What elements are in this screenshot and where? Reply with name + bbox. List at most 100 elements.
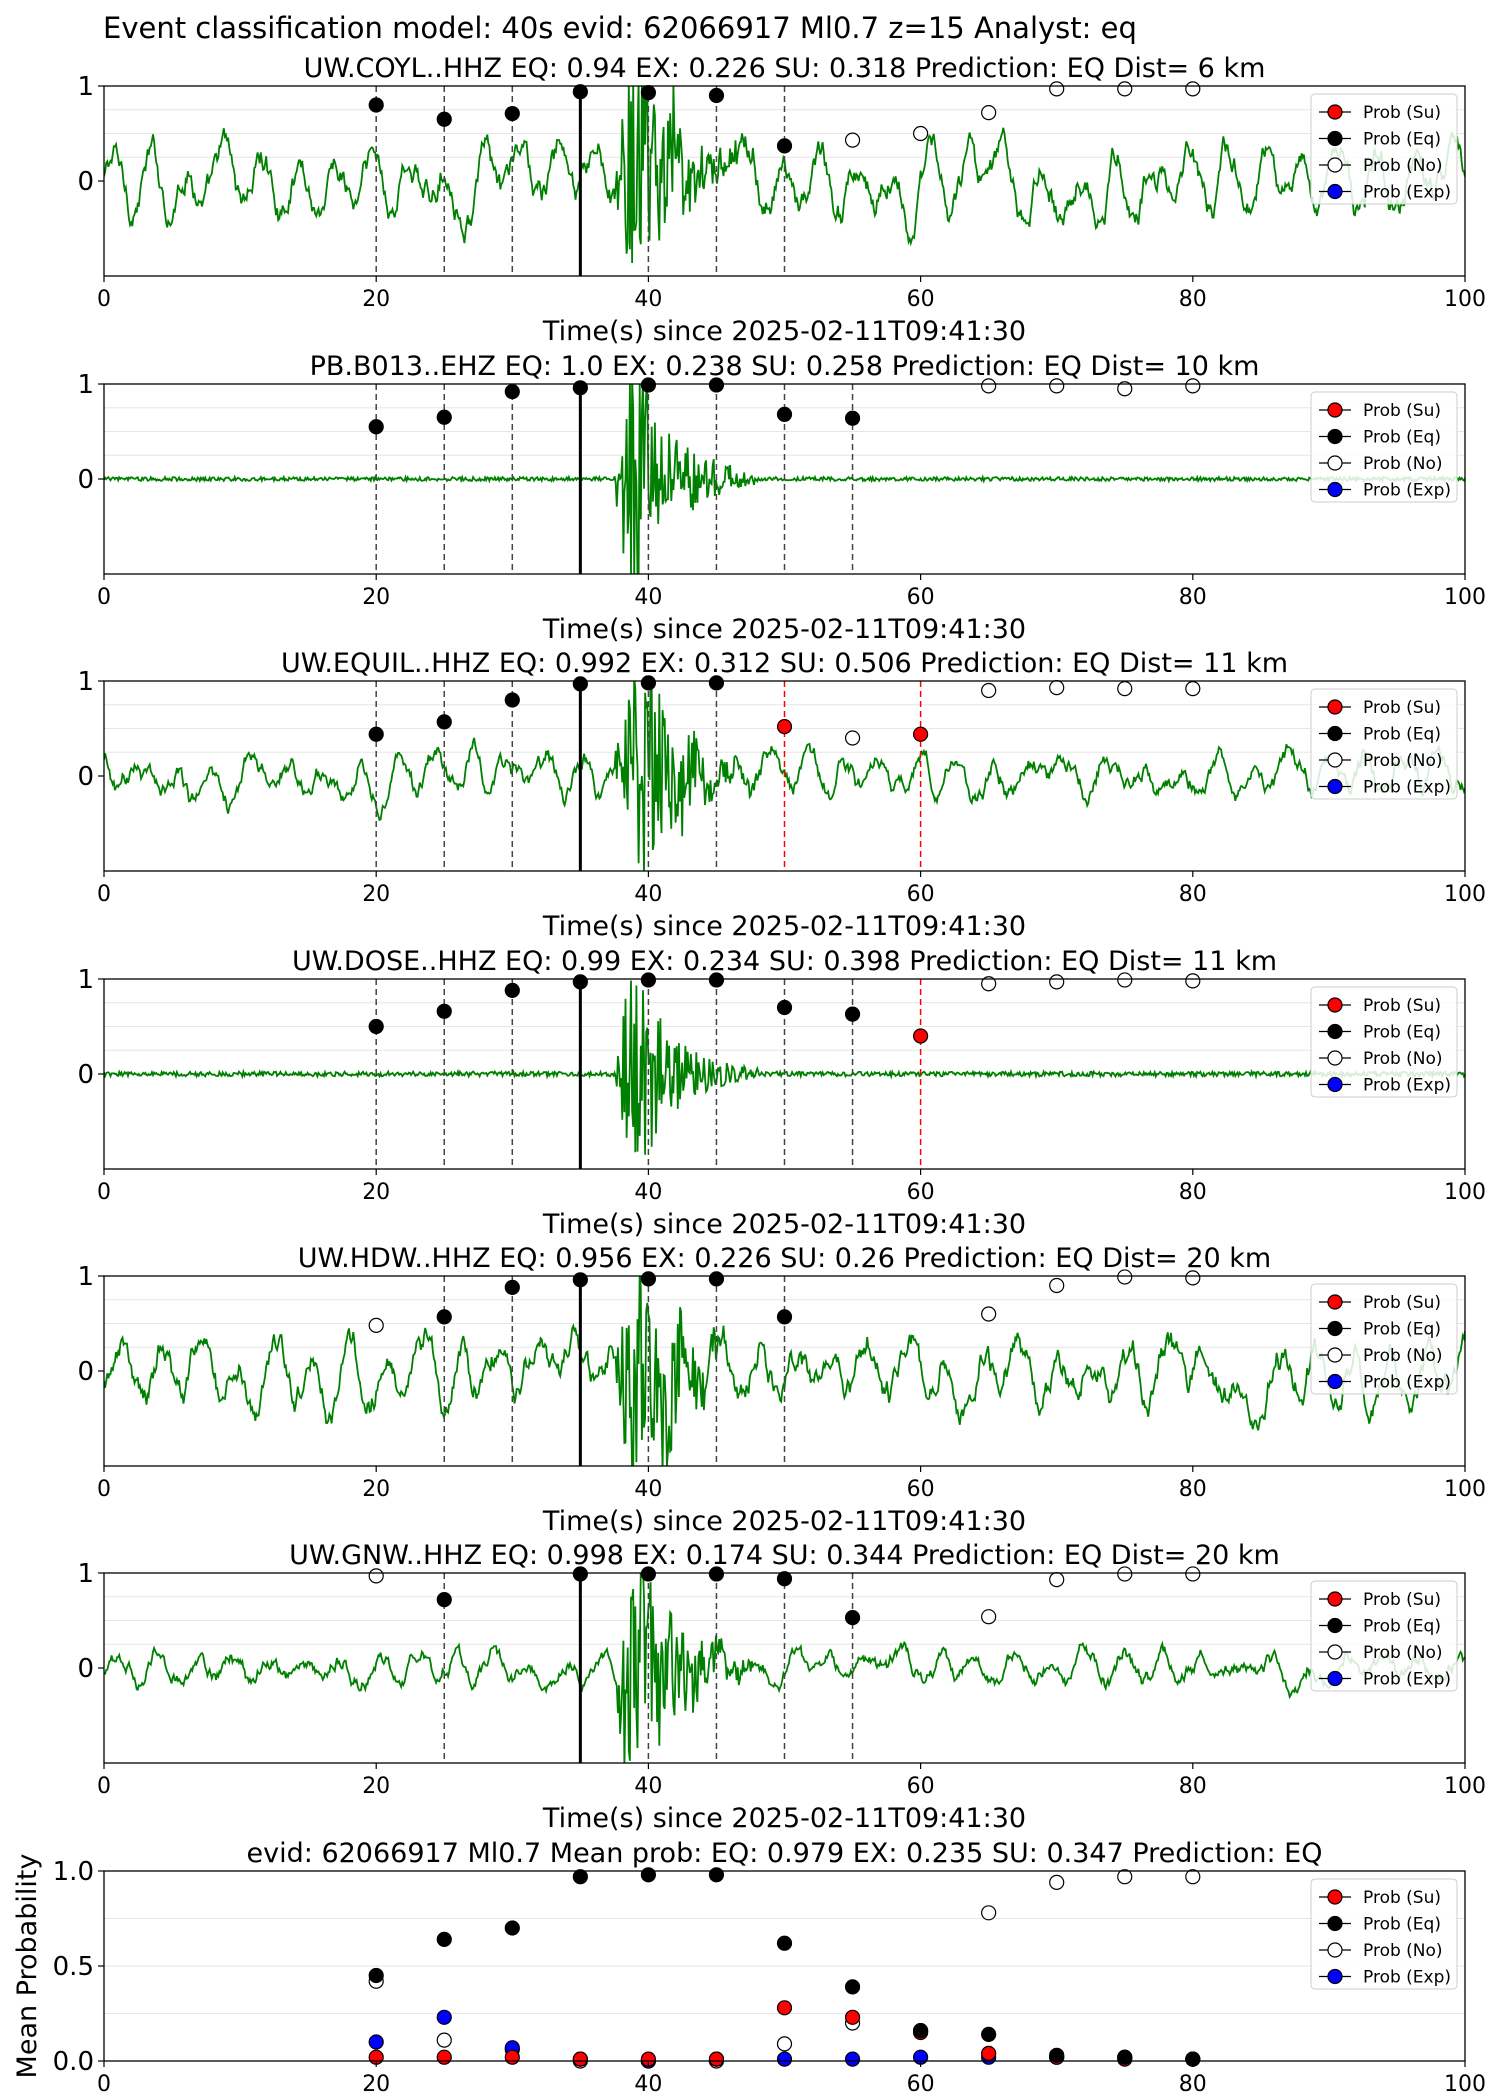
prob-no-marker bbox=[1117, 381, 1133, 397]
legend-label: Prob (No) bbox=[1363, 1643, 1443, 1663]
prob-eq-marker bbox=[776, 1309, 793, 1325]
legend-eq-icon bbox=[1327, 1915, 1343, 1932]
prob-no-marker bbox=[1117, 1566, 1133, 1582]
x-tick-label: 0 bbox=[97, 2072, 111, 2097]
prob-eq-marker bbox=[572, 84, 588, 100]
legend-box bbox=[1310, 1878, 1458, 1990]
panel-title: PB.B013..EHZ EQ: 1.0 EX: 0.238 SU: 0.258… bbox=[310, 351, 1260, 382]
prob-eq-marker bbox=[708, 1271, 725, 1287]
x-tick-label: 80 bbox=[1179, 1774, 1207, 1799]
legend-su-icon bbox=[1327, 104, 1343, 120]
legend-su-icon bbox=[1327, 997, 1343, 1013]
panel-1: 0 20 40 60 80 100 0 1 UW.COYL..HHZ EQ: 0.94 EX: … bbox=[77, 53, 1486, 347]
legend-no-icon bbox=[1327, 1050, 1343, 1066]
legend-no-icon bbox=[1327, 455, 1343, 471]
legend-box bbox=[1310, 1283, 1458, 1395]
prob-eq-marker bbox=[436, 714, 452, 730]
legend-label: Prob (Eq) bbox=[1363, 1617, 1441, 1637]
prob-eq-marker bbox=[776, 1571, 793, 1587]
prob-eq-marker bbox=[368, 97, 384, 113]
prob-eq-marker bbox=[572, 380, 588, 396]
y-tick-label: 1 bbox=[77, 1262, 94, 1292]
prob-no-marker bbox=[1185, 378, 1201, 394]
prob-no-marker bbox=[981, 976, 997, 992]
legend-label: Prob (No) bbox=[1363, 156, 1443, 176]
y-tick-label: 0 bbox=[77, 1654, 94, 1684]
legend-no-icon bbox=[1327, 1347, 1343, 1363]
legend-eq-icon bbox=[1327, 1617, 1343, 1634]
x-tick-label: 80 bbox=[1179, 2072, 1207, 2097]
x-tick-label: 100 bbox=[1444, 1180, 1486, 1205]
legend-exp-icon bbox=[1327, 778, 1343, 795]
prob-no-marker bbox=[368, 1568, 384, 1584]
panel-3: 0 20 40 60 80 100 0 1 UW.EQUIL..HHZ EQ: 0.992 EX… bbox=[77, 648, 1486, 942]
legend-label: Prob (Eq) bbox=[1363, 1320, 1441, 1340]
x-tick-label: 100 bbox=[1444, 882, 1486, 907]
y-tick-label: 0.0 bbox=[53, 2047, 94, 2077]
x-tick-label: 20 bbox=[362, 1180, 390, 1205]
x-tick-label: 60 bbox=[907, 585, 935, 610]
prob-no-marker bbox=[1049, 680, 1065, 696]
x-tick-label: 80 bbox=[1179, 1180, 1207, 1205]
y-tick-label: 0.5 bbox=[53, 1952, 94, 1982]
legend: Prob (Su) Prob (Eq) Prob (No) Prob (Exp) bbox=[1310, 1580, 1458, 1692]
legend-label: Prob (Eq) bbox=[1363, 725, 1441, 745]
prob-eq-marker bbox=[708, 377, 725, 393]
x-tick-label: 60 bbox=[907, 1477, 935, 1502]
legend-eq-icon bbox=[1327, 130, 1343, 147]
x-axis-label: Time(s) since 2025-02-11T09:41:30 bbox=[542, 1209, 1026, 1240]
legend-eq-icon bbox=[1327, 725, 1343, 742]
x-tick-label: 40 bbox=[634, 287, 662, 312]
prob-eq-marker bbox=[436, 1591, 452, 1608]
panel-6: 0 20 40 60 80 100 0 1 UW.GNW..HHZ EQ: 0.998 EX: … bbox=[77, 1540, 1486, 1834]
prob-no-marker bbox=[844, 730, 861, 746]
x-tick-label: 60 bbox=[907, 882, 935, 907]
legend-label: Prob (Su) bbox=[1363, 996, 1441, 1016]
legend-su-icon bbox=[1327, 402, 1343, 418]
prob-eq-marker bbox=[572, 676, 588, 692]
prob-eq-marker bbox=[368, 1018, 384, 1035]
mean-eq-marker bbox=[981, 2026, 997, 2043]
legend-box bbox=[1310, 93, 1458, 205]
legend-exp-icon bbox=[1327, 1670, 1343, 1687]
legend-exp-icon bbox=[1327, 481, 1343, 498]
x-tick-label: 100 bbox=[1444, 1774, 1486, 1799]
panel-2: 0 20 40 60 80 100 0 1 PB.B013..EHZ EQ: 1.0 EX: 0… bbox=[77, 351, 1486, 645]
x-tick-label: 80 bbox=[1179, 287, 1207, 312]
prob-no-marker bbox=[1185, 973, 1201, 989]
x-tick-label: 100 bbox=[1444, 287, 1486, 312]
legend: Prob (Su) Prob (Eq) Prob (No) Prob (Exp) bbox=[1310, 1283, 1458, 1395]
x-tick-label: 20 bbox=[362, 1477, 390, 1502]
mean-exp-marker bbox=[844, 2051, 861, 2067]
legend-su-icon bbox=[1327, 699, 1343, 715]
prob-no-marker bbox=[844, 132, 861, 148]
prob-eq-marker bbox=[844, 1006, 861, 1022]
prob-eq-marker bbox=[504, 105, 520, 122]
legend-label: Prob (Exp) bbox=[1363, 1670, 1451, 1690]
prob-eq-marker bbox=[368, 726, 384, 742]
legend: Prob (Su) Prob (Eq) Prob (No) Prob (Exp) bbox=[1310, 391, 1458, 503]
prob-su-marker bbox=[912, 726, 929, 742]
prob-eq-marker bbox=[708, 972, 725, 988]
panel-title: UW.COYL..HHZ EQ: 0.94 EX: 0.226 SU: 0.31… bbox=[304, 53, 1266, 84]
x-tick-label: 0 bbox=[97, 882, 111, 907]
legend-no-icon bbox=[1327, 1942, 1343, 1958]
prob-eq-marker bbox=[572, 1566, 588, 1582]
legend-su-icon bbox=[1327, 1591, 1343, 1607]
mean-eq-marker bbox=[708, 1867, 725, 1883]
legend-exp-icon bbox=[1327, 1373, 1343, 1390]
figure-title: Event classification model: 40s evid: 62… bbox=[103, 11, 1137, 45]
prob-eq-marker bbox=[640, 377, 657, 393]
prob-eq-marker bbox=[640, 1566, 657, 1582]
prob-eq-marker bbox=[640, 675, 657, 691]
x-tick-label: 100 bbox=[1444, 585, 1486, 610]
legend: Prob (Su) Prob (Eq) Prob (No) Prob (Exp) bbox=[1310, 93, 1458, 205]
legend-label: Prob (No) bbox=[1363, 1049, 1443, 1069]
legend-label: Prob (No) bbox=[1363, 454, 1443, 474]
prob-no-marker bbox=[1117, 972, 1133, 988]
mean-su-marker bbox=[572, 2051, 588, 2067]
x-tick-label: 40 bbox=[634, 585, 662, 610]
legend-box bbox=[1310, 986, 1458, 1098]
legend-label: Prob (Eq) bbox=[1363, 1023, 1441, 1043]
